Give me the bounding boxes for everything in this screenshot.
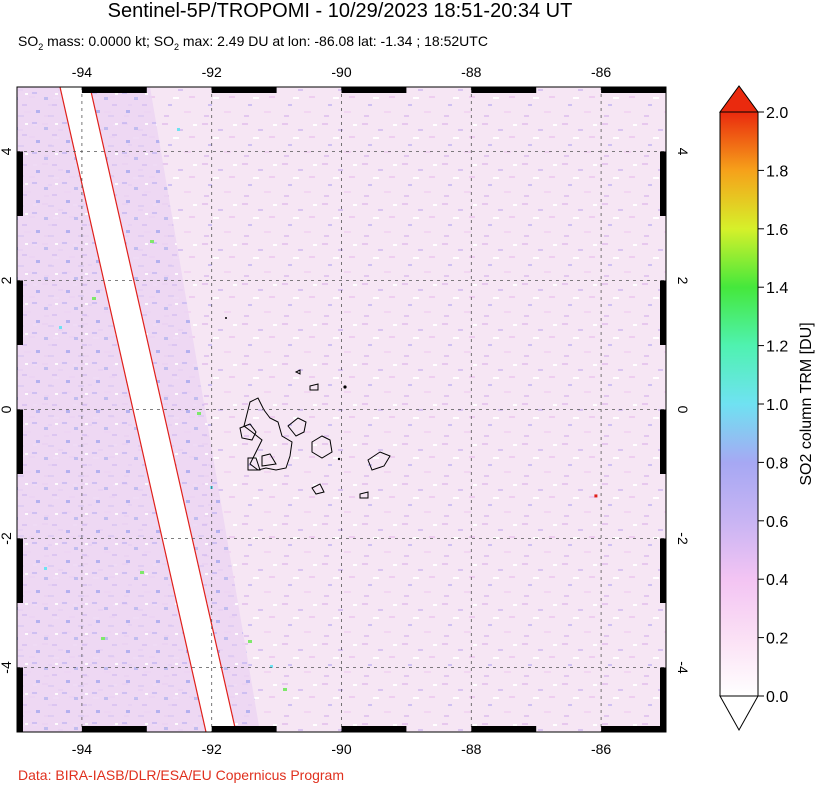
frame-segment-bottom [211, 726, 277, 732]
swath-edge-right [89, 87, 237, 732]
colorbar-tick-label: 2.0 [766, 105, 788, 122]
colorbar-tick-label: 1.4 [766, 280, 788, 297]
lon-tick-label-bottom: -90 [331, 741, 351, 757]
colorbar-tick-label: 0.0 [766, 689, 788, 706]
colorbar-tick-label: 1.2 [766, 339, 788, 356]
colorbar-tick-label: 0.2 [766, 631, 788, 648]
frame-segment-top [81, 87, 147, 93]
colorbar-tick-label: 0.6 [766, 514, 788, 531]
lat-tick-label-left: -4 [0, 661, 14, 674]
map-tick-labels: -94 -94 -92 -92 -90 -90 -88 -88 -86 -86 -4 -4 -2 -2 0 0… [0, 64, 691, 757]
colorbar-tick-label: 0.4 [766, 572, 788, 589]
lon-tick-label-top: -90 [331, 64, 351, 80]
colorbar: 0.0 0.2 0.4 0.6 0.8 1.0 1.2 1.4 1.6 1.8 2.0 SO2 co… [719, 85, 815, 732]
lon-tick-label-bottom: -92 [202, 741, 222, 757]
frame-segment-left [17, 151, 23, 216]
frame-segment-left [17, 409, 23, 474]
swath-gap [60, 87, 236, 732]
lat-tick-label-left: 0 [0, 405, 14, 413]
lat-tick-label-right: -4 [675, 661, 691, 674]
colorbar-under-arrow [719, 695, 759, 732]
lon-tick-label-top: -94 [72, 64, 92, 80]
colorbar-tick-label: 1.8 [766, 163, 788, 180]
lat-tick-label-right: -2 [675, 532, 691, 545]
frame-segment-left [17, 538, 23, 603]
swath-edge-left [59, 87, 207, 732]
frame-segment-bottom [471, 726, 537, 732]
frame-segment-right [660, 667, 666, 732]
galapagos-coastlines [239, 369, 391, 499]
lon-tick-label-bottom: -94 [72, 741, 92, 757]
frame-segment-bottom [81, 726, 147, 732]
lat-tick-label-left: -2 [0, 532, 14, 545]
lon-tick-label-top: -86 [591, 64, 611, 80]
frame-segment-top [211, 87, 277, 93]
so2-field [17, 87, 666, 732]
lat-tick-label-left: 2 [0, 276, 14, 284]
data-credit: Data: BIRA-IASB/DLR/ESA/EU Copernicus Pr… [18, 767, 345, 783]
so2-max-marker [594, 494, 598, 498]
lat-tick-label-left: 4 [0, 147, 14, 155]
lon-tick-label-top: -88 [461, 64, 481, 80]
frame-segment-right [660, 538, 666, 603]
colorbar-tick-label: 1.6 [766, 222, 788, 239]
colorbar-tick-label: 0.8 [766, 455, 788, 472]
map-grid [17, 87, 666, 732]
frame-segment-top [471, 87, 537, 93]
lat-tick-label-right: 4 [675, 148, 691, 156]
frame-segment-right [660, 409, 666, 474]
colorbar-tick-label: 1.0 [766, 397, 788, 414]
frame-segment-right [660, 151, 666, 216]
colorbar-title: SO2 column TRM [DU] [798, 322, 815, 485]
frame-segment-bottom [601, 726, 666, 732]
lon-tick-label-bottom: -88 [461, 741, 481, 757]
lon-tick-label-top: -92 [202, 64, 222, 80]
lat-tick-label-right: 0 [675, 406, 691, 414]
frame-segment-right [660, 280, 666, 345]
map-frame-ticks [17, 87, 666, 732]
frame-segment-top [601, 87, 666, 93]
frame-segment-bottom [341, 726, 407, 732]
colorbar-gradient [719, 111, 759, 697]
lon-tick-label-bottom: -86 [591, 741, 611, 757]
frame-segment-left [17, 667, 23, 732]
map-title: Sentinel-5P/TROPOMI - 10/29/2023 18:51-2… [107, 0, 573, 22]
frame-segment-left [17, 280, 23, 345]
colorbar-over-arrow [719, 85, 759, 113]
lat-tick-label-right: 2 [675, 277, 691, 285]
frame-segment-top [341, 87, 407, 93]
map-subtitle: SO2 mass: 0.0000 kt; SO2 max: 2.49 DU at… [18, 33, 488, 52]
